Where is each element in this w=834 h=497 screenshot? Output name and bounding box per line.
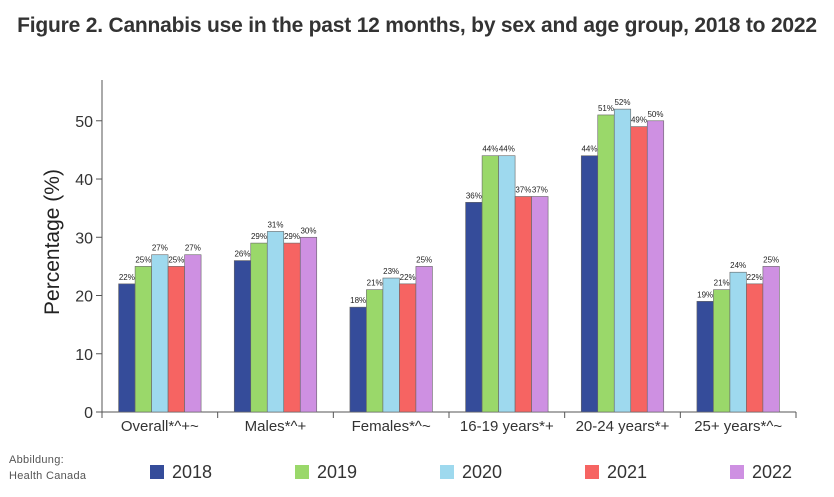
bar-2020 bbox=[613, 108, 632, 413]
y-tick-label: 20 bbox=[75, 289, 93, 306]
legend-swatch bbox=[585, 465, 599, 479]
data-label: 25% bbox=[763, 255, 779, 264]
legend-label: 2018 bbox=[172, 461, 213, 482]
y-tick-label: 50 bbox=[75, 114, 93, 131]
chart-bars bbox=[118, 108, 780, 413]
bar-2019 bbox=[481, 155, 499, 413]
legend-label: 2020 bbox=[462, 461, 503, 482]
data-label: 27% bbox=[185, 244, 201, 253]
legend-item-2021: 2021 bbox=[585, 460, 647, 484]
y-tick-label: 30 bbox=[75, 230, 93, 247]
bar-2021 bbox=[167, 266, 185, 413]
legend-item-2018: 2018 bbox=[150, 460, 212, 484]
source-line-1: Abbildung: bbox=[9, 454, 64, 466]
data-label: 31% bbox=[267, 220, 283, 229]
data-label: 27% bbox=[152, 244, 168, 253]
source-line-2: Health Canada bbox=[9, 470, 87, 482]
data-label: 24% bbox=[730, 261, 746, 270]
bar-2019 bbox=[366, 289, 384, 413]
data-label: 19% bbox=[697, 290, 713, 299]
legend-item-2022: 2022 bbox=[730, 460, 792, 484]
data-label: 23% bbox=[383, 267, 399, 276]
bar-2019 bbox=[597, 114, 615, 413]
bar-2021 bbox=[399, 283, 417, 413]
bar-2019 bbox=[250, 242, 268, 413]
bar-2020 bbox=[151, 254, 169, 413]
legend-item-2019: 2019 bbox=[295, 460, 357, 484]
chart-axes: 0 10 20 30 40 50 Overall*^+~ Males*^+ Females*^~… bbox=[75, 80, 797, 435]
bar-2022 bbox=[531, 196, 549, 413]
bar-2018 bbox=[465, 202, 483, 413]
data-label: 25% bbox=[168, 255, 184, 264]
data-label: 22% bbox=[747, 273, 763, 282]
chart-value-labels: 22%25%27%25%27%26%29%31%29%30%18%21%23%2… bbox=[119, 98, 779, 305]
x-tick-label: Males*^+ bbox=[245, 418, 307, 435]
data-label: 37% bbox=[532, 185, 548, 194]
data-label: 29% bbox=[284, 232, 300, 241]
data-label: 44% bbox=[499, 145, 515, 154]
legend-swatch bbox=[295, 465, 309, 479]
data-label: 25% bbox=[135, 255, 151, 264]
bar-2021 bbox=[746, 283, 764, 413]
legend-label: 2022 bbox=[752, 461, 793, 482]
data-label: 22% bbox=[400, 273, 416, 282]
legend-label: 2021 bbox=[607, 461, 648, 482]
legend-item-2020: 2020 bbox=[440, 460, 502, 484]
legend-swatch bbox=[150, 465, 164, 479]
bar-2021 bbox=[283, 242, 301, 413]
data-label: 25% bbox=[416, 255, 432, 264]
data-label: 50% bbox=[647, 110, 663, 119]
y-tick-label: 0 bbox=[84, 405, 93, 422]
legend-swatch bbox=[730, 465, 744, 479]
bar-2018 bbox=[580, 155, 599, 413]
bar-2021 bbox=[514, 196, 532, 413]
bar-2020 bbox=[266, 231, 285, 413]
data-label: 36% bbox=[466, 191, 482, 200]
bar-2019 bbox=[713, 289, 731, 413]
source-note: Abbildung: Health Canada bbox=[9, 452, 86, 484]
legend-swatch bbox=[440, 465, 454, 479]
bar-2018 bbox=[349, 306, 367, 413]
bar-2022 bbox=[415, 266, 433, 413]
bar-2021 bbox=[630, 126, 648, 413]
x-tick-label: Females*^~ bbox=[352, 418, 431, 435]
x-tick-label: 16-19 years*+ bbox=[460, 418, 554, 435]
bar-2020 bbox=[729, 271, 747, 413]
data-label: 49% bbox=[631, 116, 647, 125]
data-label: 21% bbox=[367, 279, 383, 288]
bar-2019 bbox=[134, 266, 152, 413]
chart-legend: 2018 2019 2020 2021 2022 bbox=[0, 460, 834, 484]
bar-2022 bbox=[762, 266, 780, 413]
bar-2022 bbox=[646, 120, 665, 413]
data-label: 29% bbox=[251, 232, 267, 241]
bar-2018 bbox=[233, 260, 252, 413]
data-label: 26% bbox=[234, 250, 250, 259]
data-label: 37% bbox=[515, 185, 531, 194]
data-label: 18% bbox=[350, 296, 366, 305]
y-axis-label: Percentage (%) bbox=[41, 169, 64, 315]
x-tick-label: 25+ years*^~ bbox=[694, 418, 782, 435]
y-tick-label: 40 bbox=[75, 172, 93, 189]
data-label: 44% bbox=[482, 145, 498, 154]
x-tick-label: 20-24 years*+ bbox=[576, 418, 670, 435]
x-tick-label: Overall*^+~ bbox=[121, 418, 199, 435]
chart-title: Figure 2. Cannabis use in the past 12 mo… bbox=[17, 14, 817, 37]
bar-2020 bbox=[382, 277, 400, 413]
y-tick-label: 10 bbox=[75, 347, 93, 364]
data-label: 22% bbox=[119, 273, 135, 282]
bar-2018 bbox=[696, 301, 714, 413]
data-label: 30% bbox=[300, 226, 316, 235]
bar-2022 bbox=[299, 236, 318, 413]
data-label: 44% bbox=[581, 145, 597, 154]
bar-chart: 0 10 20 30 40 50 Overall*^+~ Males*^+ Females*^~… bbox=[41, 80, 797, 435]
data-label: 52% bbox=[614, 98, 630, 107]
bar-2018 bbox=[118, 283, 136, 413]
legend-label: 2019 bbox=[317, 461, 358, 482]
bar-2020 bbox=[498, 155, 516, 413]
data-label: 51% bbox=[598, 104, 614, 113]
data-label: 21% bbox=[714, 279, 730, 288]
bar-2022 bbox=[184, 254, 202, 413]
